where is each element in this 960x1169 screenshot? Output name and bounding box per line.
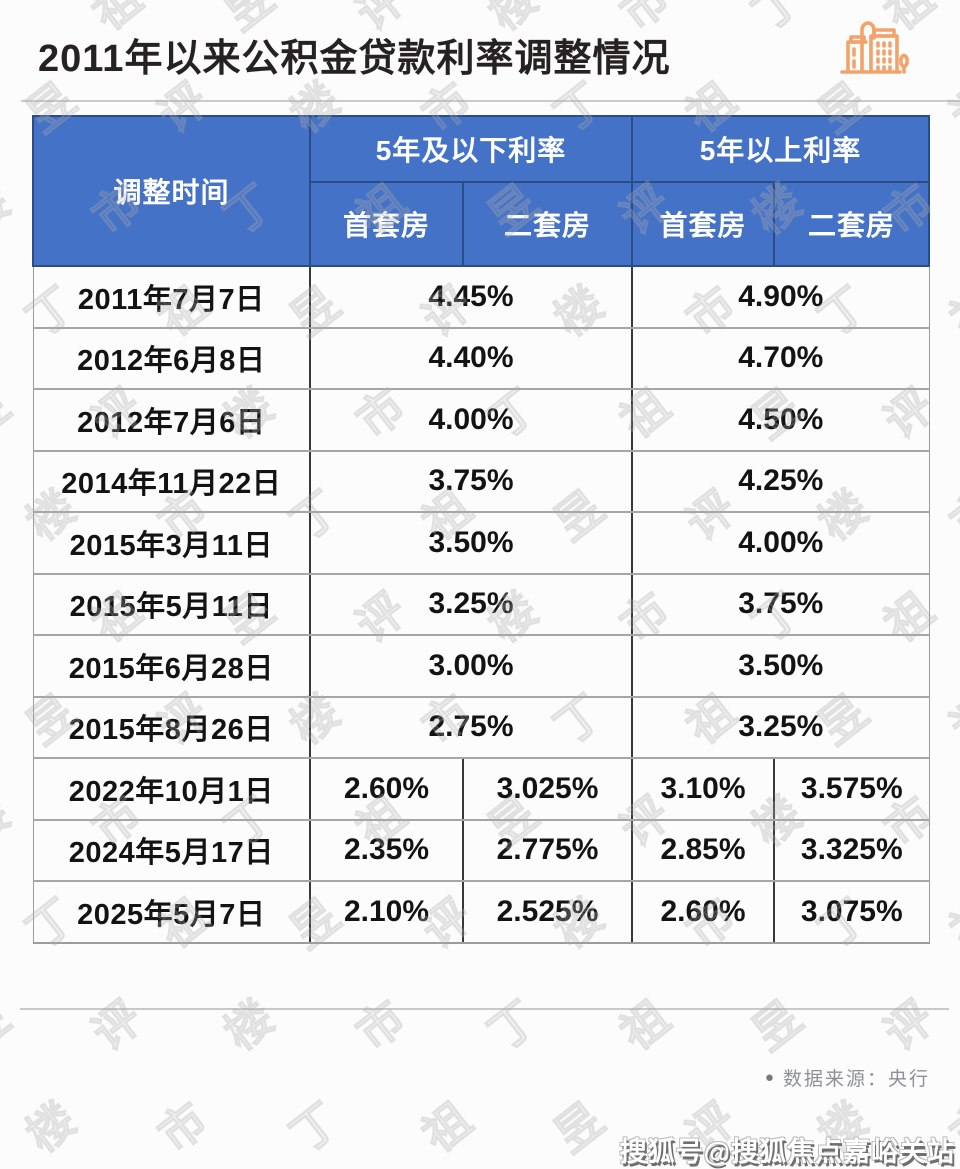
watermark-glyph: 评 bbox=[940, 684, 960, 755]
watermark-glyph: 市 bbox=[148, 1092, 217, 1163]
adjust-date: 2024年5月17日 bbox=[32, 818, 311, 882]
table-row: 2015年6月28日 3.00% 3.50% bbox=[32, 634, 930, 698]
adjust-date: 2011年7月7日 bbox=[32, 265, 311, 329]
page-title: 2011年以来公积金贷款利率调整情况 bbox=[38, 38, 671, 80]
rates-table: 调整时间 5年及以下利率 5年以上利率 首套房 二套房 首套房 二套房 2011… bbox=[32, 115, 931, 944]
rate-over5: 3.50% bbox=[631, 634, 930, 698]
column-header-over5-second-home: 二套房 bbox=[773, 181, 931, 267]
watermark-glyph: 楼 bbox=[0, 786, 20, 857]
watermark-glyph: 祖 bbox=[610, 990, 679, 1061]
rate-under5: 2.75% bbox=[308, 695, 634, 759]
rate-over5-second: 3.575% bbox=[773, 757, 930, 821]
adjust-date: 2015年8月26日 bbox=[32, 695, 311, 759]
adjust-date: 2015年5月11日 bbox=[32, 572, 311, 636]
rate-over5-second: 3.325% bbox=[773, 818, 930, 882]
watermark-glyph: 昱 bbox=[0, 378, 20, 449]
table-row: 2015年3月11日 3.50% 4.00% bbox=[32, 511, 930, 575]
table-row: 2012年7月6日 4.00% 4.50% bbox=[32, 388, 930, 452]
rate-over5-first: 2.85% bbox=[631, 818, 776, 882]
buildings-icon bbox=[840, 21, 909, 74]
watermark-glyph: 丁 bbox=[0, 582, 20, 653]
watermark-glyph: 昱 bbox=[0, 990, 20, 1061]
table-row: 2025年5月7日 2.10% 2.525% 2.60% 3.075% bbox=[32, 880, 930, 944]
rate-over5: 3.75% bbox=[631, 572, 930, 636]
watermark-glyph: 祖 bbox=[940, 276, 960, 347]
watermark-glyph: 丁 bbox=[478, 990, 547, 1061]
rate-over5: 3.25% bbox=[631, 695, 930, 759]
column-header-under5-second-home: 二套房 bbox=[461, 181, 634, 267]
rate-over5: 4.50% bbox=[631, 388, 930, 452]
table-row: 2015年5月11日 3.25% 3.75% bbox=[32, 572, 930, 636]
adjust-date: 2015年3月11日 bbox=[32, 511, 311, 575]
adjust-date: 2012年7月6日 bbox=[32, 388, 311, 452]
rate-under5: 4.00% bbox=[308, 388, 634, 452]
table-row: 2022年10月1日 2.60% 3.025% 3.10% 3.575% bbox=[32, 757, 930, 821]
watermark-glyph: 市 bbox=[940, 480, 960, 551]
column-group-over5: 5年以上利率 bbox=[631, 115, 931, 183]
column-group-under5: 5年及以下利率 bbox=[308, 115, 634, 183]
rate-under5-first: 2.60% bbox=[309, 757, 464, 821]
watermark-glyph: 评 bbox=[940, 72, 960, 143]
adjust-date: 2014年11月22日 bbox=[32, 449, 311, 513]
rate-over5-second: 3.075% bbox=[773, 880, 930, 944]
watermark-glyph: 楼 bbox=[0, 174, 20, 245]
rate-under5: 3.75% bbox=[308, 449, 634, 513]
column-header-adjust-date: 调整时间 bbox=[32, 115, 311, 267]
rate-over5: 4.25% bbox=[631, 449, 930, 513]
watermark-glyph: 丁 bbox=[280, 1092, 349, 1163]
table-row: 2014年11月22日 3.75% 4.25% bbox=[32, 449, 930, 513]
rate-over5-first: 3.10% bbox=[631, 757, 776, 821]
bullet-icon: ● bbox=[764, 1069, 774, 1086]
rate-under5-second: 2.775% bbox=[461, 818, 634, 882]
rate-under5-second: 3.025% bbox=[461, 757, 634, 821]
sohu-account-watermark: 搜狐号@搜狐焦点嘉峪关站 bbox=[619, 1137, 955, 1167]
watermark-glyph: 祖 bbox=[940, 888, 960, 959]
rate-over5-first: 2.60% bbox=[631, 880, 776, 944]
adjust-date: 2015年6月28日 bbox=[32, 634, 311, 698]
data-source-line: ● 数据来源：央行 bbox=[765, 1064, 930, 1091]
rate-under5-second: 2.525% bbox=[461, 880, 634, 944]
rate-over5: 4.70% bbox=[631, 326, 930, 390]
rate-over5: 4.90% bbox=[631, 265, 930, 329]
data-source-text: 数据来源：央行 bbox=[782, 1069, 930, 1090]
adjust-date: 2012年6月8日 bbox=[32, 326, 311, 390]
title-divider bbox=[21, 100, 960, 102]
watermark-glyph: 评 bbox=[874, 990, 943, 1061]
watermark-glyph: 评 bbox=[82, 990, 151, 1061]
column-header-over5-first-home: 首套房 bbox=[631, 181, 776, 267]
watermark-glyph: 楼 bbox=[214, 990, 283, 1061]
rate-over5: 4.00% bbox=[631, 511, 930, 575]
rate-under5: 3.50% bbox=[308, 511, 634, 575]
rate-under5: 3.25% bbox=[308, 572, 634, 636]
rate-under5: 4.45% bbox=[308, 265, 634, 329]
footer-divider bbox=[20, 1008, 949, 1010]
watermark-glyph: 昱 bbox=[544, 1092, 613, 1163]
rate-under5: 3.00% bbox=[308, 634, 634, 698]
rate-under5-first: 2.10% bbox=[309, 880, 464, 944]
watermark-glyph: 市 bbox=[346, 990, 415, 1061]
table-row: 2011年7月7日 4.45% 4.90% bbox=[32, 265, 930, 329]
table-row: 2012年6月8日 4.40% 4.70% bbox=[32, 326, 930, 390]
watermark-glyph: 丁 bbox=[742, 0, 811, 41]
adjust-date: 2022年10月1日 bbox=[32, 757, 311, 821]
watermark-glyph: 丁 bbox=[0, 0, 20, 41]
watermark-glyph: 祖 bbox=[412, 1092, 481, 1163]
watermark-glyph: 楼 bbox=[16, 1092, 85, 1163]
table-row: 2015年8月26日 2.75% 3.25% bbox=[32, 695, 930, 759]
rate-under5-first: 2.35% bbox=[309, 818, 464, 882]
watermark-glyph: 昱 bbox=[742, 990, 811, 1061]
table-row: 2024年5月17日 2.35% 2.775% 2.85% 3.325% bbox=[32, 818, 930, 882]
rate-under5: 4.40% bbox=[308, 326, 634, 390]
adjust-date: 2025年5月7日 bbox=[32, 880, 311, 944]
column-header-under5-first-home: 首套房 bbox=[309, 181, 464, 267]
